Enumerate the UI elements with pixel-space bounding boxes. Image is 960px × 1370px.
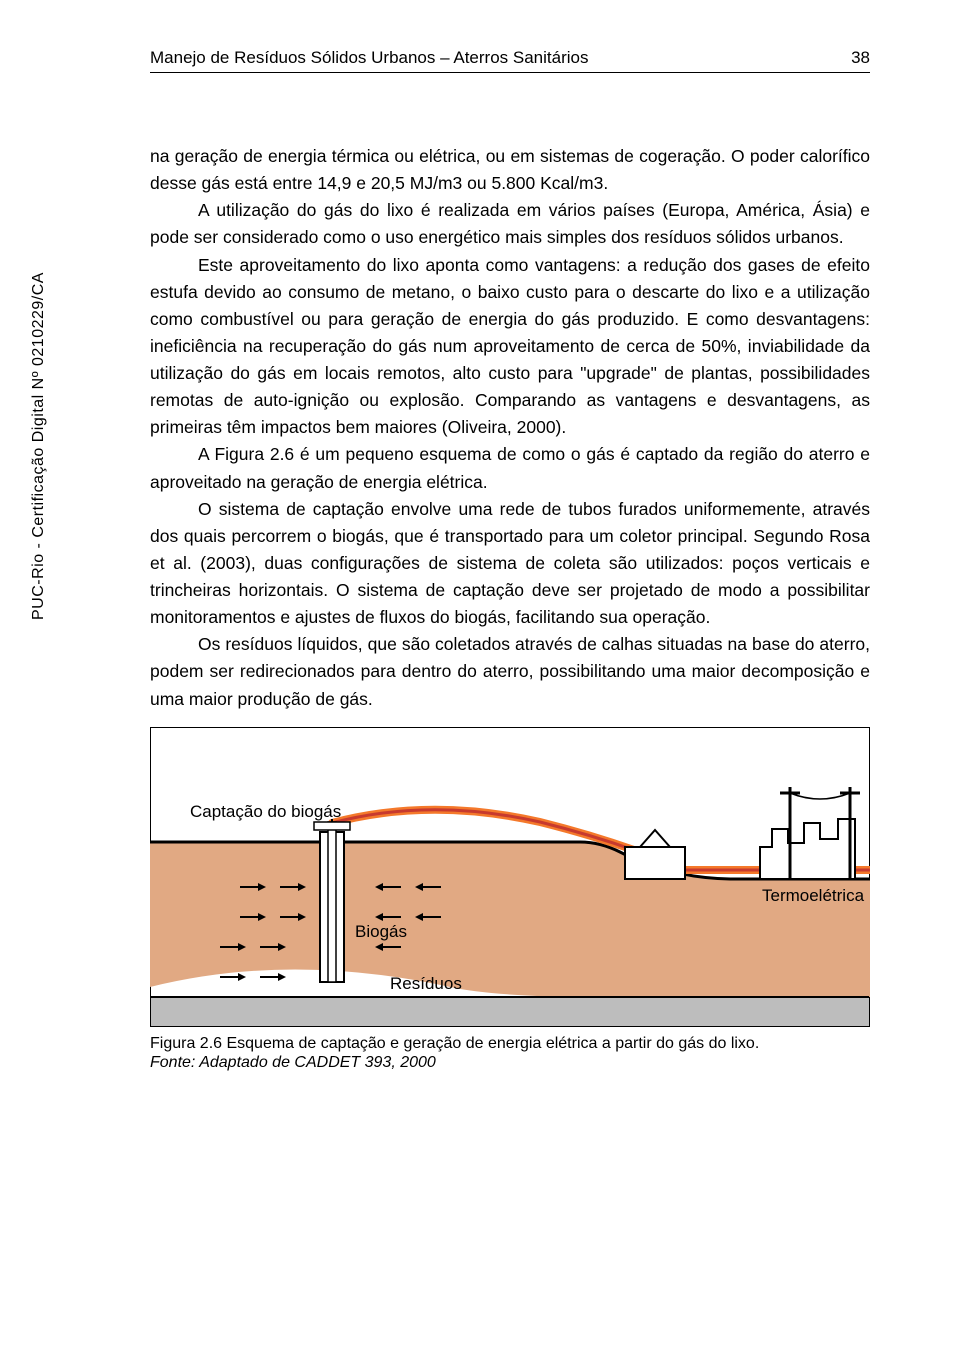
figure-2-6: Captação do biogás Termoelétrica Biogás Res…: [150, 727, 870, 1073]
paragraph: A Figura 2.6 é um pequeno esquema de com…: [150, 441, 870, 495]
paragraph: Este aproveitamento do lixo aponta como …: [150, 252, 870, 442]
paragraph: Os resíduos líquidos, que são coletados …: [150, 631, 870, 712]
figure-caption: Figura 2.6 Esquema de captação e geração…: [150, 1033, 870, 1055]
page-header: Manejo de Resíduos Sólidos Urbanos – Ate…: [150, 48, 870, 73]
svg-text:Biogás: Biogás: [355, 922, 407, 941]
paragraph: O sistema de captação envolve uma rede d…: [150, 496, 870, 632]
biogas-diagram: Captação do biogás Termoelétrica Biogás Res…: [150, 727, 870, 1027]
figure-source: Fonte: Adaptado de CADDET 393, 2000: [150, 1054, 870, 1072]
svg-text:Captação do biogás: Captação do biogás: [190, 802, 341, 821]
certification-sidelabel: PUC-Rio - Certificação Digital Nº 021022…: [30, 272, 48, 620]
paragraph: na geração de energia térmica ou elétric…: [150, 143, 870, 197]
svg-text:Resíduos: Resíduos: [390, 974, 462, 993]
page-number: 38: [851, 48, 870, 68]
header-title: Manejo de Resíduos Sólidos Urbanos – Ate…: [150, 48, 588, 68]
page: Manejo de Resíduos Sólidos Urbanos – Ate…: [0, 0, 960, 1370]
svg-text:Termoelétrica: Termoelétrica: [762, 886, 865, 905]
paragraph: A utilização do gás do lixo é realizada …: [150, 197, 870, 251]
body-text: na geração de energia térmica ou elétric…: [150, 143, 870, 713]
